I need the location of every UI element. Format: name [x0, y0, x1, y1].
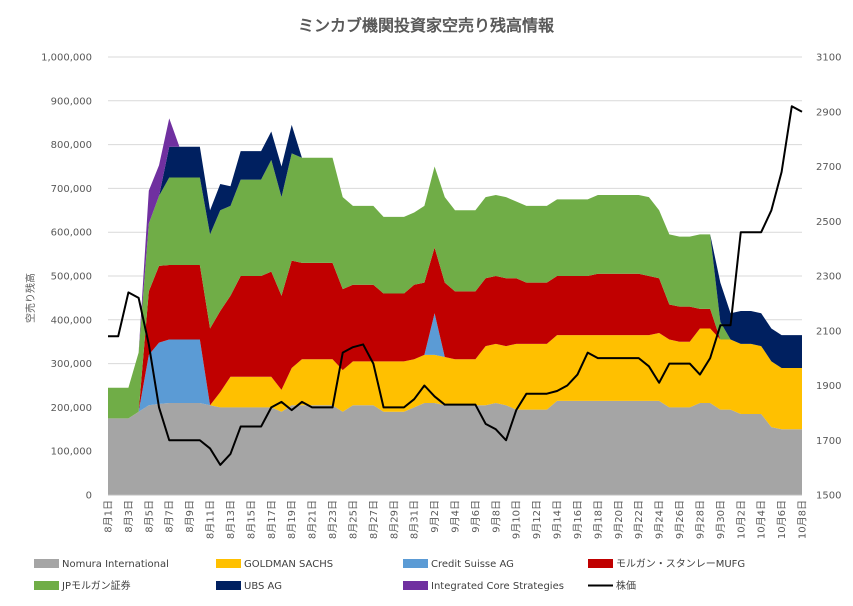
x-tick-label: 10月2日: [735, 500, 747, 539]
area-series-0: [108, 400, 802, 495]
x-tick-label: 8月15日: [245, 500, 257, 539]
x-tick-label: 8月7日: [164, 500, 176, 533]
x-tick-label: 8月21日: [307, 500, 319, 539]
area-series-6: [108, 118, 802, 388]
stock-price-line: [108, 105, 803, 466]
x-tick-label: 9月18日: [592, 500, 604, 539]
x-tick-label: 9月16日: [572, 500, 584, 539]
x-tick-label: 9月6日: [470, 500, 482, 533]
y-tick-label: 200,000: [51, 403, 92, 414]
y-tick-label: 700,000: [51, 184, 92, 195]
y-tick-label: 400,000: [51, 315, 92, 326]
x-tick-label: 9月14日: [552, 500, 564, 539]
legend-swatch: [216, 559, 241, 568]
x-tick-label: 9月24日: [654, 500, 666, 539]
x-tick-label: 9月10日: [511, 500, 523, 539]
legend-label: 株価: [616, 579, 636, 592]
legend-label: モルガン・スタンレーMUFG: [616, 558, 745, 570]
x-tick-label: 8月27日: [368, 500, 380, 539]
x-tick-label: 8月11日: [205, 500, 217, 539]
y-tick-label: 300,000: [51, 359, 92, 370]
legend-label: Nomura International: [62, 559, 169, 570]
y2-tick-label: 2300: [816, 272, 841, 283]
x-tick-label: 8月31日: [409, 500, 421, 539]
area-series-3: [108, 247, 802, 419]
legend-swatch: [403, 559, 428, 568]
x-tick-label: 9月4日: [450, 500, 462, 533]
x-tick-label: 8月17日: [266, 500, 278, 539]
y2-tick-label: 1700: [816, 436, 841, 447]
right-axis-ticks: 1500 1700 1900 2100 2300 2500 2700 2900 3100: [816, 53, 841, 502]
y-tick-label: 0: [86, 491, 92, 502]
y2-tick-label: 2900: [816, 107, 841, 118]
y-tick-label: 100,000: [51, 447, 92, 458]
stacked-areas: [108, 118, 802, 496]
legend-swatch: [588, 559, 613, 568]
legend-label: Integrated Core Strategies: [431, 581, 564, 592]
x-axis-ticks: 8月1日 8月3日 8月5日 8月7日 8月9日 8月11日 8月13日 8月15日 8月17日…: [103, 500, 809, 539]
y2-tick-label: 2500: [816, 217, 841, 228]
x-tick-label: 8月23日: [327, 500, 339, 539]
x-tick-label: 8月25日: [347, 500, 359, 539]
y2-tick-label: 2100: [816, 326, 841, 337]
x-tick-label: 9月22日: [633, 500, 645, 539]
y2-tick-label: 1500: [816, 491, 841, 502]
legend-label: UBS AG: [244, 581, 282, 592]
legend-swatch: [34, 559, 59, 568]
y-tick-label: 800,000: [51, 140, 92, 151]
y-tick-label: 900,000: [51, 96, 92, 107]
x-tick-label: 8月19日: [286, 500, 298, 539]
x-tick-label: 8月3日: [123, 500, 135, 533]
x-tick-label: 9月30日: [715, 500, 727, 539]
x-tick-label: 8月13日: [225, 500, 237, 539]
y-axis-title: 空売り残高: [24, 273, 37, 323]
area-series-4: [108, 153, 802, 419]
area-series-1: [108, 328, 802, 430]
x-tick-label: 8月1日: [103, 500, 115, 533]
legend-swatch: [216, 581, 241, 590]
legend-label: GOLDMAN SACHS: [244, 559, 333, 570]
x-tick-label: 9月2日: [429, 500, 441, 533]
stock-price-line-group: [108, 105, 803, 466]
y2-tick-label: 3100: [816, 53, 841, 64]
legend-swatch: [34, 581, 59, 590]
x-tick-label: 9月8日: [490, 500, 502, 533]
legend-label: JPモルガン証券: [61, 579, 131, 592]
x-tick-label: 10月8日: [797, 500, 809, 539]
chart-title: ミンカブ機関投資家空売り残高情報: [298, 16, 555, 35]
y-tick-label: 500,000: [51, 272, 92, 283]
legend: Nomura International GOLDMAN SACHS Credit …: [34, 558, 745, 592]
legend-label: Credit Suisse AG: [431, 559, 514, 570]
area-series-5: [108, 124, 802, 388]
x-tick-label: 8月29日: [388, 500, 400, 539]
left-axis-ticks: 0 100,000 200,000 300,000 400,000 500,000 600,…: [41, 53, 92, 502]
x-tick-label: 8月5日: [143, 500, 155, 533]
x-tick-label: 10月6日: [776, 500, 788, 539]
y-tick-label: 600,000: [51, 228, 92, 239]
x-tick-label: 9月12日: [531, 500, 543, 539]
y2-tick-label: 1900: [816, 381, 841, 392]
legend-swatch: [403, 581, 428, 590]
x-tick-label: 9月20日: [613, 500, 625, 539]
y-tick-label: 1,000,000: [41, 53, 92, 64]
x-tick-label: 8月9日: [184, 500, 196, 533]
y2-tick-label: 2700: [816, 162, 841, 173]
x-tick-label: 9月26日: [674, 500, 686, 539]
x-tick-label: 9月28日: [694, 500, 706, 539]
x-tick-label: 10月4日: [756, 500, 768, 539]
